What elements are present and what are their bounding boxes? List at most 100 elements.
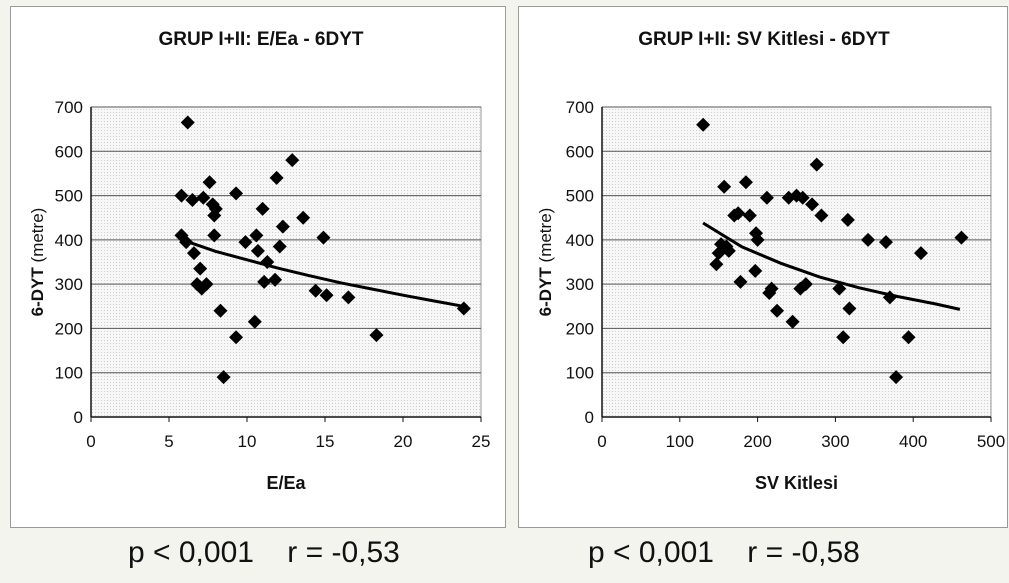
data-point [770, 303, 785, 318]
data-point [247, 314, 262, 329]
data-point [748, 263, 763, 278]
x-tick-label: 200 [743, 432, 771, 451]
data-point [456, 301, 471, 316]
data-point [731, 206, 746, 221]
y-tick-label: 100 [55, 364, 83, 383]
data-point [268, 272, 283, 287]
r-value: r = -0,58 [747, 536, 860, 569]
data-point [213, 303, 228, 318]
data-point [750, 232, 765, 247]
scatter-chart: 0 100 200 300 400 500 600 700 0 5 10 15 20 25 GRUP I+I… [28, 29, 491, 493]
data-point [798, 277, 813, 292]
x-tick-label: 5 [164, 432, 173, 451]
data-point [229, 186, 244, 201]
data-point [216, 370, 231, 385]
data-point [207, 228, 222, 243]
chart-panel-right: 0 100 200 300 400 500 600 700 0 100 200 300 400 500 GR… [518, 6, 1008, 528]
data-point [229, 330, 244, 345]
x-tick-label: 400 [899, 432, 927, 451]
y-tick-label: 700 [566, 98, 594, 117]
chart-title: GRUP I+II: SV Kitlesi - 6DYT [638, 29, 890, 50]
data-point [238, 235, 253, 250]
p-value: p < 0,001 [128, 536, 254, 569]
data-point [878, 235, 893, 250]
data-point [738, 175, 753, 190]
x-axis-label: E/Ea [266, 473, 306, 493]
data-point [954, 230, 969, 245]
x-tick-label: 25 [472, 432, 491, 451]
y-tick-label: 300 [566, 275, 594, 294]
data-point [296, 210, 311, 225]
data-point [717, 179, 732, 194]
data-point [185, 193, 200, 207]
data-point [840, 212, 855, 227]
data-point [733, 274, 748, 289]
x-tick-label: 100 [666, 432, 694, 451]
data-point [369, 328, 384, 343]
y-tick-label: 400 [55, 231, 83, 250]
data-point [316, 230, 331, 245]
data-point [814, 208, 829, 223]
data-point [809, 157, 824, 172]
stats-left: p < 0,001 r = -0,53 [128, 536, 400, 570]
data-point [179, 235, 194, 250]
x-tick-label: 15 [316, 432, 335, 451]
data-point [186, 246, 201, 261]
data-point [711, 246, 726, 261]
chart-panel-left: 0 100 200 300 400 500 600 700 0 5 10 15 20 25 GRUP I+I… [10, 6, 506, 528]
data-point [742, 208, 757, 223]
data-point [901, 330, 916, 345]
x-axis-label: SV Kitlesi [755, 473, 838, 493]
plot-area [601, 106, 992, 418]
data-point [836, 330, 851, 345]
data-point [319, 288, 334, 303]
y-tick-label: 200 [55, 319, 83, 338]
x-tick-label: 10 [238, 432, 257, 451]
data-point [721, 243, 736, 258]
data-point [805, 197, 820, 212]
data-point [174, 188, 189, 203]
data-point [285, 153, 300, 168]
r-value: r = -0,53 [287, 536, 400, 569]
data-point [255, 201, 270, 216]
data-point [842, 301, 857, 316]
data-point [207, 208, 222, 223]
y-axis-label: 6-DYT (metre) [536, 208, 555, 317]
data-point [795, 190, 810, 205]
y-tick-label: 100 [566, 364, 594, 383]
data-point [269, 170, 284, 185]
x-tick-label: 500 [977, 432, 1005, 451]
y-tick-label: 500 [566, 187, 594, 206]
stats-right: p < 0,001 r = -0,58 [588, 536, 860, 570]
trendline [184, 239, 466, 309]
y-axis-label: 6-DYT (metre) [28, 208, 47, 317]
data-point [308, 283, 323, 298]
y-tick-label: 0 [74, 408, 83, 427]
data-point [180, 115, 195, 130]
data-point [272, 239, 287, 254]
y-tick-label: 0 [585, 408, 594, 427]
data-point [249, 228, 264, 243]
y-tick-label: 500 [55, 187, 83, 206]
x-tick-label: 0 [597, 432, 606, 451]
x-tick-label: 0 [86, 432, 95, 451]
data-point [759, 190, 774, 205]
data-point [785, 314, 800, 329]
plot-area [90, 106, 482, 418]
x-tick-label: 20 [394, 432, 413, 451]
data-point [764, 281, 779, 296]
scatter-chart: 0 100 200 300 400 500 600 700 0 100 200 300 400 500 GR… [536, 29, 1005, 493]
data-point [260, 255, 275, 269]
y-tick-label: 700 [55, 98, 83, 117]
data-point [696, 117, 711, 132]
data-point [199, 277, 214, 292]
data-point [341, 290, 356, 305]
y-tick-label: 400 [566, 231, 594, 250]
data-point [257, 274, 272, 289]
data-point [202, 175, 217, 190]
data-point [861, 232, 876, 247]
x-tick-label: 300 [821, 432, 849, 451]
data-point [275, 219, 290, 234]
chart-title: GRUP I+II: E/Ea - 6DYT [158, 29, 363, 50]
data-point [196, 190, 211, 205]
